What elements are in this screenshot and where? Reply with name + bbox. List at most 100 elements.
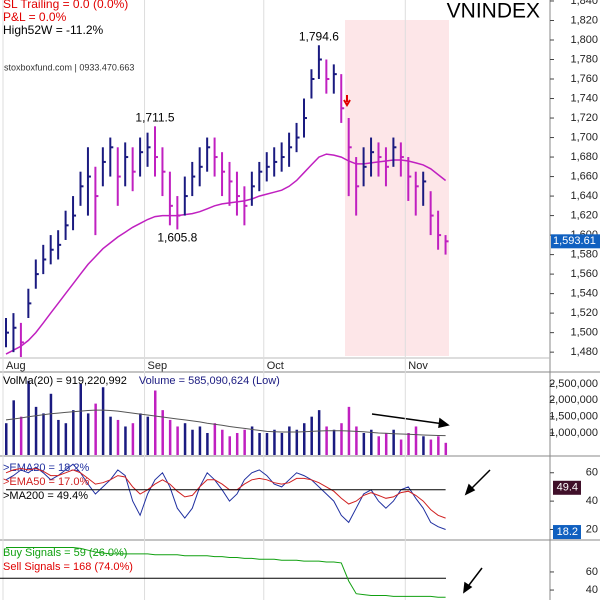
y-tick-label: 1,840	[570, 0, 598, 7]
volume-bar	[288, 426, 291, 455]
y-tick-label: 1,780	[570, 53, 598, 65]
volume-bar	[86, 413, 90, 455]
volume-bar	[332, 429, 336, 455]
volume-bar	[370, 429, 373, 455]
watermark: stoxboxfund.com | 0933.470.663	[4, 62, 134, 72]
legend-entry: Buy Signals = 59 (26.0%)	[3, 547, 127, 559]
line	[5, 463, 446, 530]
volume-legend: Volume = 585,090,624 (Low)	[139, 375, 280, 387]
volume-bar	[109, 416, 112, 455]
y-tick-label: 20	[586, 523, 598, 535]
x-tick-label: Aug	[6, 360, 26, 372]
volume-bar	[422, 436, 425, 455]
line	[5, 409, 446, 437]
volume-bar	[154, 390, 157, 455]
y-tick-label: 1,640	[570, 190, 598, 202]
volume-bar	[362, 433, 366, 455]
volume-bar	[325, 426, 328, 455]
volume-bar	[191, 429, 194, 455]
line	[6, 547, 446, 598]
volume-bar	[414, 426, 418, 455]
y-tick-label: 1,540	[570, 288, 598, 300]
volume-bar	[139, 413, 142, 455]
volume-bar	[221, 429, 224, 455]
annotation: 1,711.5	[135, 110, 174, 124]
volume-bar	[124, 426, 127, 455]
volume-bar	[34, 406, 38, 455]
info-text: SL Trailing = 0.0 (0.0%)	[3, 0, 128, 11]
volume-bar	[64, 423, 68, 455]
volume-bar	[258, 433, 261, 455]
volume-bar	[72, 410, 75, 455]
y-tick-label: 1,580	[570, 249, 598, 261]
y-tick-label: 1,760	[570, 73, 598, 85]
trend-arrows	[371, 413, 491, 594]
y-tick-label: 1,500	[570, 327, 598, 339]
y-tick-label: 1,660	[570, 170, 598, 182]
y-tick-label: 2,500,000	[549, 378, 598, 390]
y-tick-label: 1,000,000	[549, 427, 598, 439]
y-tick-label: 1,700	[570, 131, 598, 143]
volume-bar	[355, 426, 358, 455]
volume-bar	[243, 429, 246, 455]
volume-bar	[295, 429, 299, 455]
volume-bar	[94, 403, 97, 455]
volume-bar	[176, 426, 179, 455]
value-tag-label: 18.2	[557, 526, 578, 538]
volume-bar	[407, 433, 410, 455]
y-tick-label: 40	[586, 495, 598, 507]
volume-bar	[198, 426, 202, 455]
volume-bar	[161, 410, 164, 455]
legend-entry: Sell Signals = 168 (74.0%)	[3, 561, 133, 573]
volume-bar	[79, 383, 82, 455]
y-tick-label: 1,800	[570, 34, 598, 46]
x-tick-label: Nov	[408, 360, 428, 372]
y-tick-label: 1,820	[570, 14, 598, 26]
y-tick-label: 1,620	[570, 209, 598, 221]
volume-bar	[206, 433, 209, 455]
value-tag	[553, 525, 581, 540]
highlight-region	[345, 20, 449, 356]
line	[5, 153, 447, 355]
volume-bar	[57, 419, 60, 455]
line	[5, 467, 446, 519]
legend-entry: >MA200 = 49.4%	[3, 490, 88, 502]
chart-title: VNINDEX	[447, 0, 540, 23]
volume-bar	[27, 380, 30, 455]
y-tick-label: 1,480	[570, 346, 598, 358]
volume-bar	[12, 400, 15, 455]
volume-bar	[5, 423, 8, 455]
volume-bar	[228, 436, 231, 455]
y-tick-label: 1,720	[570, 112, 598, 124]
legend-entry: >EMA50 = 17.0%	[3, 476, 89, 488]
volume-bar	[377, 436, 380, 455]
last-price-tag	[551, 234, 600, 249]
y-tick-label: 60	[586, 566, 598, 578]
info-text: P&L = 0.0%	[3, 10, 67, 24]
volume-bar	[49, 393, 53, 455]
volume-bar	[235, 433, 239, 455]
signal-arrow	[343, 95, 351, 107]
y-tick-label: 1,740	[570, 92, 598, 104]
volume-bar	[399, 439, 403, 455]
y-tick-label: 1,560	[570, 268, 598, 280]
y-tick-label: 40	[586, 584, 598, 596]
annotation: 1,794.6	[299, 29, 339, 43]
volume-bar	[317, 410, 321, 455]
last-price-label: 1,593.61	[553, 235, 596, 247]
volume-bar	[101, 387, 105, 455]
volume-bar	[303, 423, 306, 455]
volume-bar	[42, 413, 45, 455]
volume-bar	[310, 416, 313, 455]
volume-bar	[429, 439, 433, 455]
volume-bar	[183, 423, 187, 455]
volume-bar	[265, 433, 269, 455]
volume-bar	[213, 423, 217, 455]
x-tick-label: Sep	[148, 360, 168, 372]
y-tick-label: 1,680	[570, 151, 598, 163]
value-tag-label: 49.4	[557, 482, 578, 494]
volume-bar	[273, 429, 276, 455]
volume-bar	[437, 436, 440, 455]
legend-entry: >EMA20 = 18.2%	[3, 462, 89, 474]
